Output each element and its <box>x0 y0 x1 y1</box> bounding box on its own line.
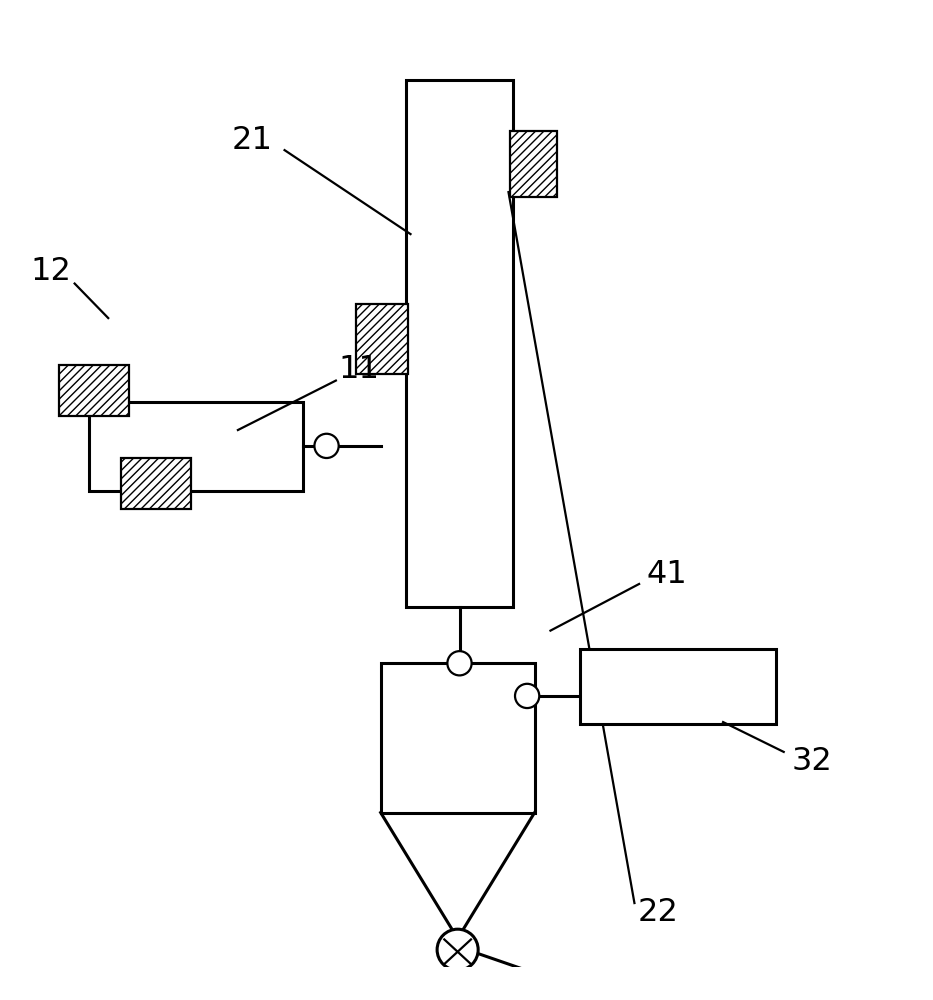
Circle shape <box>555 974 592 1000</box>
Circle shape <box>314 434 339 458</box>
Bar <box>580 649 776 724</box>
Bar <box>356 304 408 374</box>
Bar <box>121 458 191 509</box>
Circle shape <box>447 651 472 675</box>
Text: 21: 21 <box>231 125 272 156</box>
Bar <box>510 131 557 197</box>
Bar <box>59 365 129 416</box>
Circle shape <box>437 929 479 970</box>
Bar <box>510 131 557 197</box>
Text: 22: 22 <box>637 897 678 928</box>
Bar <box>121 458 191 509</box>
Text: 32: 32 <box>791 746 832 777</box>
Bar <box>406 80 513 607</box>
Text: 41: 41 <box>647 559 688 590</box>
Bar <box>356 304 408 374</box>
Text: 11: 11 <box>339 354 380 385</box>
Bar <box>59 365 129 416</box>
Circle shape <box>515 684 539 708</box>
Bar <box>381 663 535 813</box>
Bar <box>89 402 303 491</box>
Text: 12: 12 <box>31 256 72 287</box>
